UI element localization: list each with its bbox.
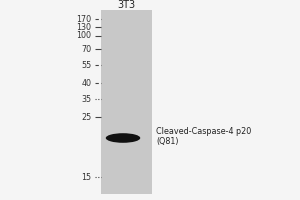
Text: 3T3: 3T3 [117, 0, 135, 10]
Text: 35: 35 [81, 95, 92, 104]
Ellipse shape [106, 133, 140, 143]
Text: 170: 170 [76, 15, 92, 23]
Text: 130: 130 [76, 22, 92, 31]
Text: 55: 55 [81, 60, 92, 70]
Text: 100: 100 [76, 31, 92, 40]
Text: 15: 15 [81, 172, 92, 182]
Text: Cleaved-Caspase-4 p20: Cleaved-Caspase-4 p20 [156, 128, 251, 136]
Text: 25: 25 [81, 112, 92, 121]
Text: 40: 40 [82, 78, 92, 88]
Text: 70: 70 [81, 45, 92, 53]
Text: (Q81): (Q81) [156, 137, 178, 146]
FancyBboxPatch shape [100, 10, 152, 194]
